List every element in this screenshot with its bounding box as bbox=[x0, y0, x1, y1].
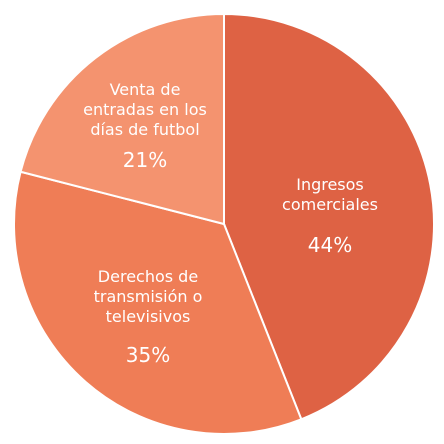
slice-name-line: televisivos bbox=[106, 307, 191, 326]
slice-value-label-3: 21% bbox=[123, 148, 167, 172]
slice-value-label-1: 44% bbox=[308, 233, 352, 257]
slice-name-line: comerciales bbox=[282, 195, 378, 214]
slice-name-line: días de futbol bbox=[90, 120, 199, 139]
slice-name-line: transmisión o bbox=[94, 287, 203, 306]
slice-name-line: Derechos de bbox=[98, 267, 198, 286]
pie-slices bbox=[13, 12, 435, 435]
slice-name-label-2: Derechos de transmisión o televisivos bbox=[94, 267, 203, 326]
pie-slice-2 bbox=[13, 170, 303, 435]
slice-name-line: Ingresos bbox=[296, 175, 364, 194]
slice-name-line: entradas en los bbox=[83, 100, 207, 119]
slice-name-line: Venta de bbox=[110, 80, 181, 99]
slice-value-label-2: 35% bbox=[126, 343, 170, 367]
pie-slice-3 bbox=[19, 12, 225, 226]
pie-labels: Ingresos comerciales 44% Derechos de transmi… bbox=[83, 80, 378, 367]
pie-slice-1 bbox=[223, 12, 435, 421]
slice-name-label-3: Venta de entradas en los días de futbol bbox=[83, 80, 207, 139]
slice-name-label-1: Ingresos comerciales bbox=[282, 175, 378, 214]
